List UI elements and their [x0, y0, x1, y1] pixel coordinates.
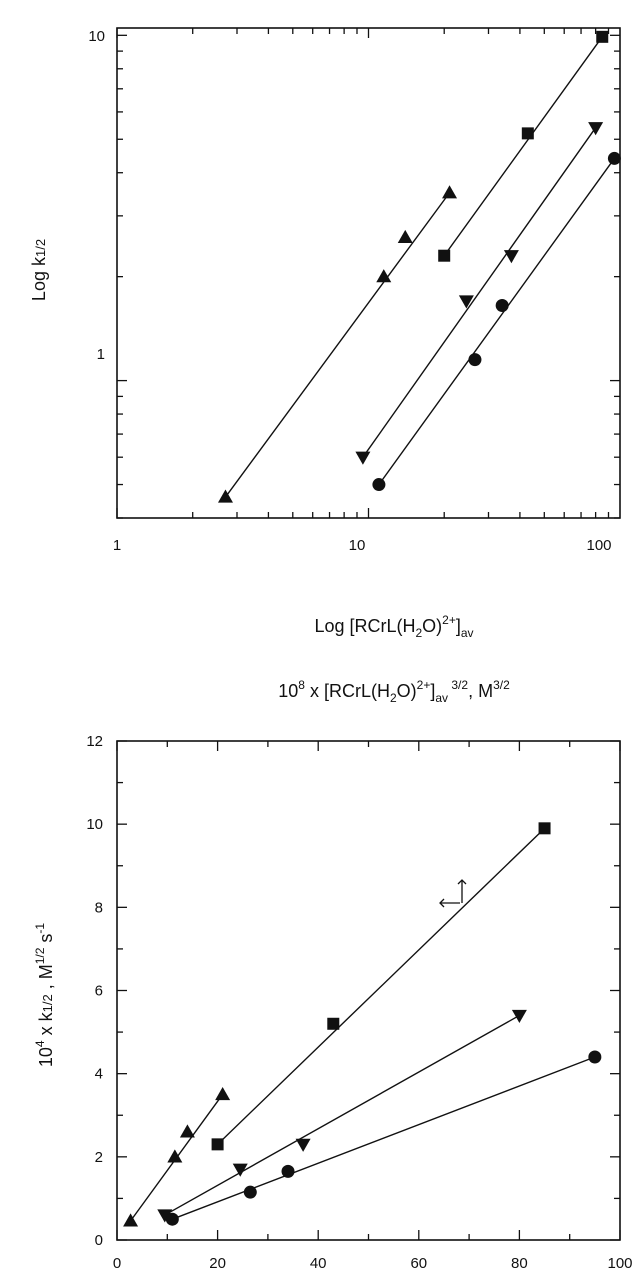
fit-line-series-4	[378, 158, 615, 485]
triangle-down-point	[157, 1209, 173, 1223]
y-tick-label-4: 4	[95, 1066, 103, 1083]
square-point	[327, 1017, 340, 1030]
x-tick-label-20: 20	[209, 1255, 226, 1272]
y-tick-label-1: 1	[97, 346, 105, 363]
fit-line-series-2	[443, 36, 603, 257]
square-point	[538, 822, 551, 835]
triangle-up-point	[215, 1086, 231, 1101]
triangle-down-point	[503, 250, 519, 264]
square-point	[596, 30, 609, 43]
fit-line-series-3	[362, 127, 597, 458]
fit-lines	[130, 827, 596, 1222]
y-tick-label-6: 6	[95, 983, 103, 1000]
x-tick-label-100: 100	[586, 537, 611, 554]
circle-point	[468, 353, 482, 367]
log-log-panel: 1 10 100 10 1 Log k1/2 Log [RCrL(H2O)2+]…	[29, 27, 621, 640]
arrow-annotation	[439, 879, 467, 908]
plot-frame	[116, 27, 621, 519]
triangle-down-point	[588, 122, 604, 136]
circle-point	[372, 478, 386, 492]
triangle-up-point	[167, 1149, 183, 1163]
y-axis-title: 104 x k1/2 , M1/2 s-1	[33, 923, 56, 1068]
y-tick-label-0: 0	[95, 1232, 103, 1249]
circle-point	[588, 1050, 602, 1064]
fit-line-series-3	[164, 1014, 520, 1216]
square-point	[521, 127, 534, 140]
triangle-down-point	[295, 1138, 311, 1152]
circle-point	[281, 1164, 295, 1178]
y-tick-label-10: 10	[86, 816, 103, 833]
x-tick-label-80: 80	[511, 1255, 528, 1272]
triangle-up-point	[217, 489, 233, 503]
x-tick-label-10: 10	[349, 537, 366, 554]
circle-point	[165, 1212, 179, 1226]
triangle-down-point	[232, 1163, 248, 1177]
data-points	[217, 30, 621, 503]
linear-panel: 108 x [RCrL(H2O)2+]av 3/2, M3/2 0 20 40 60 8…	[33, 678, 633, 1272]
x-tick-label-0: 0	[113, 1255, 121, 1272]
triangle-up-point	[397, 229, 413, 243]
circle-point	[243, 1185, 257, 1199]
x-tick-label-60: 60	[410, 1255, 427, 1272]
triangle-down-point	[511, 1009, 527, 1023]
axis-ticks	[116, 28, 620, 519]
fit-line-series-1	[224, 192, 451, 498]
data-points	[123, 822, 602, 1227]
triangle-up-point	[123, 1213, 139, 1227]
circle-point	[607, 151, 621, 165]
square-point	[211, 1138, 224, 1151]
triangle-down-point	[458, 295, 474, 309]
x-tick-label-100: 100	[607, 1255, 632, 1272]
y-tick-label-8: 8	[95, 899, 103, 916]
x-tick-label-1: 1	[113, 537, 121, 554]
fit-lines	[224, 36, 615, 498]
y-tick-label-2: 2	[95, 1149, 103, 1166]
triangle-up-point	[442, 185, 458, 199]
circle-point	[495, 299, 509, 313]
tick-labels: 0 20 40 60 80 100 0 2 4 6 8 10 12	[86, 733, 632, 1272]
x-axis-title: Log [RCrL(H2O)2+]av	[314, 613, 473, 640]
x-tick-label-40: 40	[310, 1255, 327, 1272]
triangle-down-point	[355, 451, 371, 465]
y-tick-label-12: 12	[86, 733, 103, 750]
square-point	[438, 249, 451, 262]
fit-line-series-4	[172, 1056, 596, 1220]
triangle-up-point	[376, 269, 392, 283]
plot-frame	[116, 740, 621, 1241]
x-axis-title: 108 x [RCrL(H2O)2+]av 3/2, M3/2	[278, 678, 510, 705]
y-tick-label-10: 10	[88, 28, 105, 45]
triangle-up-point	[179, 1124, 195, 1138]
y-axis-title: Log k1/2	[29, 239, 49, 301]
axis-ticks	[116, 740, 621, 1241]
fit-line-series-2	[217, 827, 546, 1145]
